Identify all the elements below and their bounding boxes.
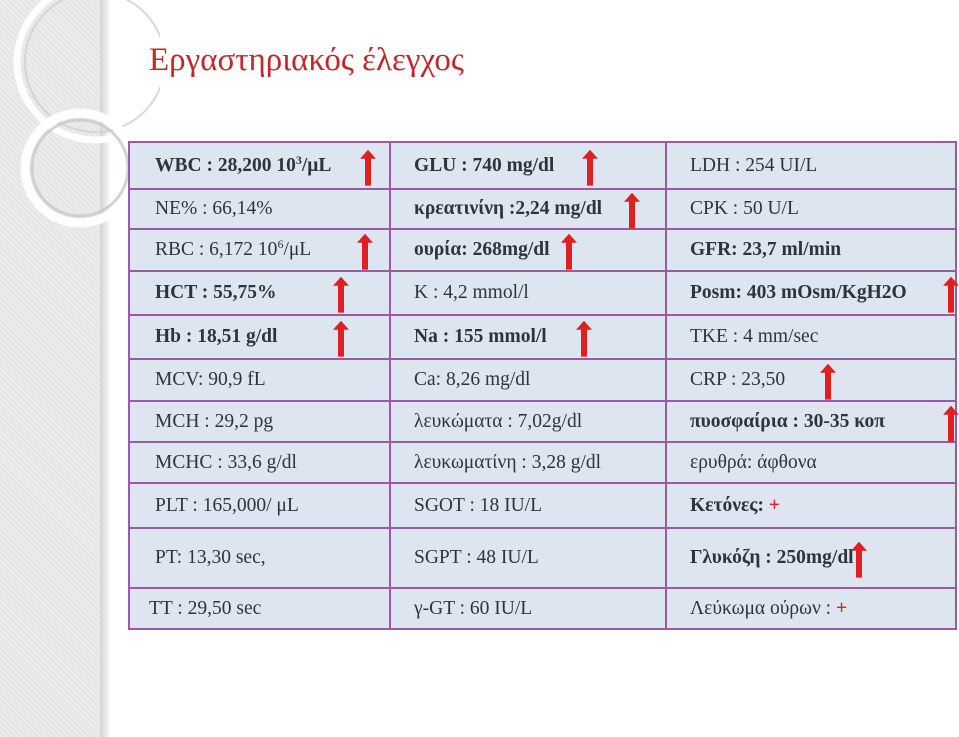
result-cell: Na : 155 mmol/l: [389, 314, 667, 360]
result-text: Ca: 8,26 mg/dl: [414, 369, 531, 390]
result-text: NE% : 66,14%: [155, 198, 273, 219]
red-up-arrow-icon: [582, 149, 598, 186]
result-cell: MCV: 90,9 fL: [128, 358, 391, 402]
result-cell: GFR: 23,7 ml/min: [665, 228, 957, 272]
result-text: GLU : 740 mg/dl: [414, 154, 555, 176]
result-text: Λεύκωμα ούρων : +: [690, 597, 848, 619]
result-cell: LDH : 254 UI/L: [665, 141, 957, 190]
result-cell: Hb : 18,51 g/dl: [128, 314, 391, 360]
result-cell: ερυθρά: άφθονα: [665, 441, 957, 484]
positive-sign: +: [835, 597, 848, 619]
result-text: λευκώματα : 7,02g/dl: [414, 410, 583, 432]
result-text: K : 4,2 mmol/l: [414, 282, 529, 303]
table-row: PLT : 165,000/ μL SGOT : 18 IU/L Κετόνες: …: [128, 482, 957, 529]
result-cell: Κετόνες: +: [665, 482, 957, 529]
result-cell: MCH : 29,2 pg: [128, 400, 391, 443]
result-text: LDH : 254 UI/L: [690, 154, 818, 176]
result-text: MCV: 90,9 fL: [155, 369, 266, 390]
result-cell: Λεύκωμα ούρων : +: [665, 587, 957, 630]
result-cell: Posm: 403 mOsm/KgH2O: [665, 270, 959, 316]
table-row: MCHC : 33,6 g/dl λευκωματίνη : 3,28 g/dl ε…: [128, 441, 957, 484]
table-row: Hb : 18,51 g/dl Na : 155 mmol/l TKE : 4 mm…: [128, 314, 957, 360]
result-cell: SGOT : 18 IU/L: [389, 482, 667, 529]
result-cell: λευκωματίνη : 3,28 g/dl: [389, 441, 667, 484]
result-cell: TT : 29,50 sec: [128, 587, 391, 630]
red-up-arrow-icon: [943, 276, 959, 313]
result-cell: γ-GT : 60 IU/L: [389, 587, 667, 630]
result-cell: HCT : 55,75%: [128, 270, 391, 316]
result-cell: GLU : 740 mg/dl: [389, 141, 667, 190]
table-row: NE% : 66,14% κρεατινίνη :2,24 mg/dl CPK : …: [128, 188, 957, 230]
table-row: MCH : 29,2 pg λευκώματα : 7,02g/dl πυοσφαί…: [128, 400, 959, 443]
result-cell: PT: 13,30 sec,: [128, 527, 391, 589]
result-cell: κρεατινίνη :2,24 mg/dl: [389, 188, 667, 230]
result-cell: Γλυκόζη : 250mg/dl: [665, 527, 957, 589]
result-cell: λευκώματα : 7,02g/dl: [389, 400, 667, 443]
result-text: Κετόνες: +: [690, 494, 781, 516]
red-up-arrow-icon: [943, 405, 959, 442]
positive-sign: +: [768, 494, 781, 516]
result-cell: TKE : 4 mm/sec: [665, 314, 957, 360]
result-text: CRP : 23,50: [690, 369, 786, 390]
result-text: κρεατινίνη :2,24 mg/dl: [414, 198, 603, 219]
result-text: Hb : 18,51 g/dl: [155, 326, 278, 347]
result-text: πυοσφαίρια : 30-35 κοπ: [690, 410, 885, 432]
result-cell: Ca: 8,26 mg/dl: [389, 358, 667, 402]
result-text: SGPT : 48 IU/L: [414, 547, 539, 568]
red-up-arrow-icon: [360, 149, 376, 186]
result-text: SGOT : 18 IU/L: [414, 494, 543, 516]
lab-results-table: WBC : 28,200 103/μL GLU : 740 mg/dl LDH : …: [128, 141, 959, 630]
result-text: ουρία: 268mg/dl: [414, 239, 550, 260]
sidebar-edge: [100, 0, 109, 737]
table-row: HCT : 55,75% K : 4,2 mmol/l Posm: 403 mOsm…: [128, 270, 959, 316]
result-text: ερυθρά: άφθονα: [690, 451, 817, 473]
page-title: Εργαστηριακός έλεγχος: [149, 42, 464, 78]
result-text: MCHC : 33,6 g/dl: [155, 451, 297, 473]
table-row: MCV: 90,9 fL Ca: 8,26 mg/dl CRP : 23,50: [128, 358, 957, 402]
result-text: GFR: 23,7 ml/min: [690, 239, 842, 260]
result-text: RBC : 6,172 106/μL: [155, 237, 312, 260]
result-cell: RBC : 6,172 106/μL: [128, 228, 391, 272]
result-text: PLT : 165,000/ μL: [155, 494, 299, 516]
result-cell: MCHC : 33,6 g/dl: [128, 441, 391, 484]
result-cell: πυοσφαίρια : 30-35 κοπ: [665, 400, 959, 443]
result-cell: CRP : 23,50: [665, 358, 957, 402]
result-cell: ουρία: 268mg/dl: [389, 228, 667, 272]
result-text: TKE : 4 mm/sec: [690, 326, 819, 347]
red-up-arrow-icon: [357, 233, 373, 270]
red-up-arrow-icon: [851, 541, 867, 578]
red-up-arrow-icon: [576, 320, 592, 357]
red-up-arrow-icon: [561, 233, 577, 270]
table-row: TT : 29,50 sec γ-GT : 60 IU/L Λεύκωμα ούρω…: [128, 587, 957, 630]
table-row: WBC : 28,200 103/μL GLU : 740 mg/dl LDH : …: [128, 141, 957, 190]
result-cell: PLT : 165,000/ μL: [128, 482, 391, 529]
result-text: MCH : 29,2 pg: [155, 410, 274, 432]
result-text: HCT : 55,75%: [155, 282, 277, 303]
result-cell: CPK : 50 U/L: [665, 188, 957, 230]
result-cell: SGPT : 48 IU/L: [389, 527, 667, 589]
red-up-arrow-icon: [624, 192, 640, 229]
table-row: RBC : 6,172 106/μL ουρία: 268mg/dl GFR: 23…: [128, 228, 957, 272]
result-text: WBC : 28,200 103/μL: [155, 152, 332, 176]
table-row: PT: 13,30 sec, SGPT : 48 IU/L Γλυκόζη : 25…: [128, 527, 957, 589]
result-cell: NE% : 66,14%: [128, 188, 391, 230]
red-up-arrow-icon: [820, 363, 836, 400]
red-up-arrow-icon: [333, 320, 349, 357]
result-text: Posm: 403 mOsm/KgH2O: [690, 282, 907, 303]
result-text: CPK : 50 U/L: [690, 198, 799, 219]
result-text: Na : 155 mmol/l: [414, 326, 547, 347]
result-text: γ-GT : 60 IU/L: [414, 597, 533, 619]
result-text: λευκωματίνη : 3,28 g/dl: [414, 451, 602, 473]
result-cell: WBC : 28,200 103/μL: [128, 141, 391, 190]
result-text: TT : 29,50 sec: [149, 597, 262, 619]
red-up-arrow-icon: [333, 276, 349, 313]
result-text: Γλυκόζη : 250mg/dl: [690, 547, 854, 568]
result-cell: K : 4,2 mmol/l: [389, 270, 667, 316]
result-text: PT: 13,30 sec,: [155, 547, 266, 568]
